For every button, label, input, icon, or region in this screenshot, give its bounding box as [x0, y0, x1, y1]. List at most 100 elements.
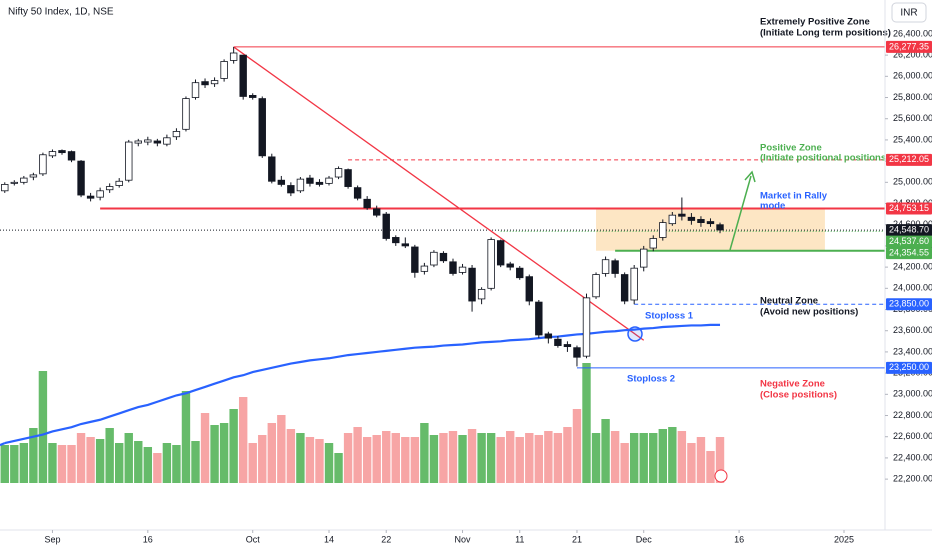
- annotation: (Initiate positional positions): [760, 153, 889, 164]
- volume-bar: [506, 431, 515, 483]
- candle-body: [182, 98, 190, 130]
- volume-bar: [248, 443, 257, 483]
- y-tick-label: 25,400.00: [893, 134, 932, 144]
- volume-bar: [658, 429, 667, 483]
- candle-body: [382, 213, 390, 239]
- candle-body: [125, 141, 133, 181]
- candle-body: [172, 131, 181, 138]
- volume-bar: [191, 441, 200, 483]
- currency[interactable]: INR: [900, 8, 917, 19]
- x-tick-label: 2025: [834, 534, 854, 544]
- price-tag: [886, 40, 932, 53]
- volume-bar: [172, 445, 181, 483]
- x-tick-label: 14: [324, 534, 334, 544]
- volume-bar: [362, 437, 372, 483]
- currency-button[interactable]: [891, 2, 927, 23]
- volume-bar: [76, 433, 86, 483]
- volume-bar: [162, 443, 172, 483]
- candle-body: [535, 301, 543, 336]
- price-tag-label: 24,548.70: [889, 225, 929, 235]
- candle-body: [134, 140, 142, 144]
- price-tag: [886, 361, 932, 374]
- candle-body: [496, 240, 505, 266]
- volume-bar: [143, 447, 153, 483]
- candle-body: [668, 214, 677, 225]
- candle-body: [306, 177, 314, 184]
- candle-body: [258, 98, 266, 157]
- candle-body: [439, 252, 448, 262]
- volume-bar: [591, 433, 601, 483]
- volume-bar: [277, 415, 286, 483]
- volume-bar: [429, 435, 439, 483]
- trendline: [233, 46, 645, 341]
- price-tag: [886, 153, 932, 166]
- y-tick-label: 22,200.00: [893, 473, 932, 483]
- volume-bar: [496, 437, 505, 483]
- y-tick-label: 25,600.00: [893, 113, 932, 123]
- volume-bar: [477, 433, 486, 483]
- annotation: Neutral Zone: [760, 296, 818, 307]
- volume-bar: [668, 427, 677, 483]
- volume-bar: [572, 409, 582, 483]
- candle-body: [268, 156, 276, 182]
- candle-body: [191, 82, 200, 98]
- candle-body: [296, 178, 305, 192]
- volume-bar: [29, 428, 38, 483]
- candle-body: [697, 219, 705, 223]
- volume-bar: [324, 443, 334, 483]
- x-tick-label: Nov: [455, 534, 472, 544]
- volume-bar: [86, 437, 95, 483]
- candle-body: [153, 140, 162, 144]
- volume-bar: [448, 431, 458, 483]
- candle-body: [315, 181, 324, 185]
- price-tag-label: 24,537.60: [889, 236, 929, 246]
- price-tag-label: 26,277.35: [889, 41, 929, 51]
- volume-bar: [715, 437, 725, 483]
- candle-body: [20, 177, 28, 183]
- volume-bar: [649, 433, 658, 483]
- y-tick-label: 23,000.00: [893, 389, 932, 399]
- candle-body: [96, 190, 104, 198]
- candle-body: [649, 238, 657, 249]
- volume-bar: [610, 431, 620, 483]
- candle-body: [506, 263, 514, 268]
- candle-body: [144, 139, 152, 143]
- volume-bar: [353, 427, 362, 483]
- volume-bar: [629, 433, 639, 483]
- marker-circle: [627, 326, 643, 342]
- candle-body: [525, 276, 533, 302]
- price-tag: [886, 247, 932, 260]
- event-icon: [714, 469, 728, 483]
- volume-bar: [238, 397, 248, 483]
- candle-body: [420, 265, 429, 272]
- volume-bar: [639, 433, 648, 483]
- y-tick-label: 22,800.00: [893, 410, 932, 420]
- candles-layer: [1, 46, 724, 367]
- candle-body: [29, 174, 38, 178]
- volume-bar: [315, 439, 324, 483]
- candle-body: [277, 179, 286, 185]
- candle-body: [716, 224, 724, 231]
- volume-bar: [534, 435, 544, 483]
- y-tick-label: 25,800.00: [893, 92, 932, 102]
- candle-body: [77, 160, 85, 196]
- annotation: Negative Zone: [760, 379, 825, 390]
- annotation-layer: Extremely Positive Zone (Initiate Long t…: [627, 17, 891, 483]
- candle-body: [592, 274, 600, 298]
- volume-bar: [525, 433, 534, 483]
- volume-bar: [153, 453, 162, 483]
- candle-body: [287, 185, 295, 194]
- volume-bar: [95, 439, 105, 483]
- price-tag: [886, 202, 932, 215]
- volume-bar: [677, 431, 687, 483]
- volume-bar: [582, 363, 591, 483]
- candle-body: [325, 177, 333, 184]
- candle-body: [630, 267, 638, 301]
- candle-body: [392, 237, 400, 244]
- price-tag: [886, 298, 932, 311]
- volume-bar: [401, 437, 410, 483]
- annotation: Market in Rally: [760, 191, 828, 202]
- volume-bar: [258, 435, 267, 483]
- candle-body: [544, 333, 553, 339]
